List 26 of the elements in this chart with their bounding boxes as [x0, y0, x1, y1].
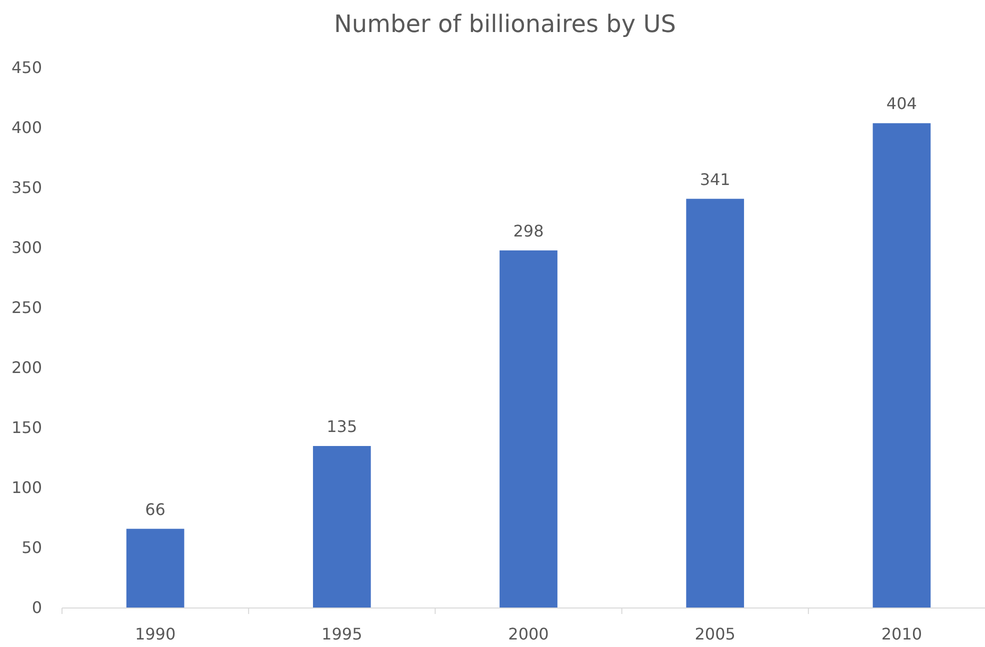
- y-tick-label: 200: [11, 358, 42, 378]
- y-tick-label: 450: [11, 58, 42, 78]
- data-label: 404: [886, 94, 917, 114]
- x-tick-label: 2005: [694, 624, 736, 644]
- data-label: 66: [145, 500, 166, 519]
- data-label: 298: [513, 221, 544, 240]
- y-tick-label: 150: [11, 418, 42, 438]
- chart-title: Number of billionaires by US: [334, 10, 676, 38]
- bar: [872, 123, 931, 608]
- x-tick-label: 2010: [881, 624, 922, 644]
- y-tick-label: 300: [11, 238, 42, 258]
- y-tick-label: 250: [11, 298, 42, 318]
- x-tick-label: 1990: [134, 624, 176, 644]
- x-tick-label: 1995: [322, 624, 362, 644]
- y-tick-label: 400: [11, 118, 42, 138]
- data-label: 135: [326, 417, 358, 436]
- bar: [686, 198, 744, 608]
- y-tick-label: 350: [11, 178, 42, 198]
- y-tick-label: 50: [22, 538, 42, 558]
- bar: [312, 446, 371, 608]
- data-label: 341: [700, 170, 730, 189]
- y-tick-label: 100: [11, 478, 42, 498]
- x-tick-label: 2000: [508, 624, 549, 644]
- y-tick-label: 0: [32, 598, 42, 618]
- bar: [500, 250, 558, 608]
- bar: [126, 528, 184, 608]
